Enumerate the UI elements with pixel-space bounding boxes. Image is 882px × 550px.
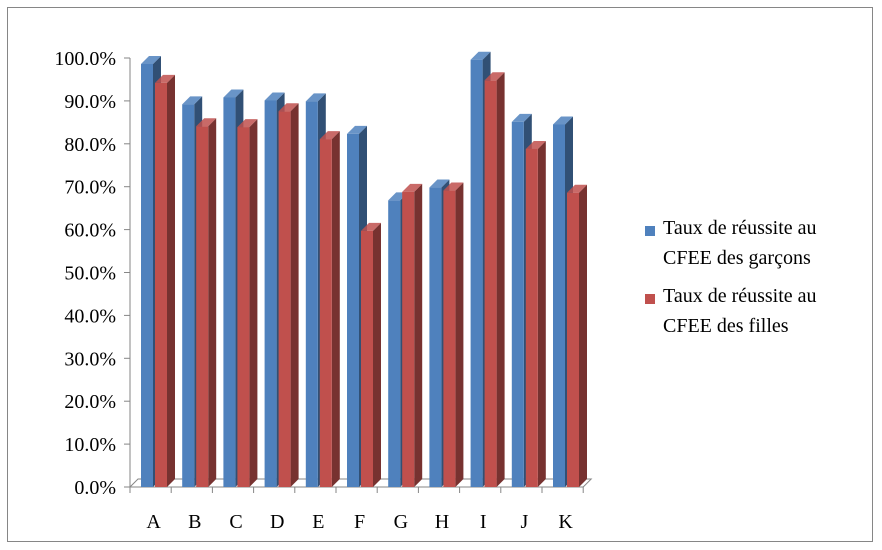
bar-front: [279, 111, 291, 487]
legend-label: Taux de réussite au: [663, 285, 817, 307]
x-tick-label: I: [480, 511, 487, 533]
bar-front: [443, 191, 455, 487]
bar-side: [249, 119, 257, 487]
bars: [141, 52, 587, 487]
legend-label: CFEE des garçons: [663, 247, 811, 269]
y-tick-label: 80.0%: [64, 134, 116, 156]
bar-front: [265, 100, 277, 487]
bar: [567, 185, 587, 487]
bar: [443, 183, 463, 487]
x-tick-label: J: [521, 511, 529, 533]
y-tick-label: 30.0%: [64, 348, 116, 370]
bar: [279, 103, 299, 487]
bar-side: [332, 131, 340, 487]
bar: [361, 223, 381, 487]
bar-front: [182, 104, 194, 487]
bar-side: [455, 183, 463, 487]
legend-swatch: [645, 226, 655, 236]
y-tick-label: 0.0%: [74, 477, 116, 499]
x-tick-label: B: [188, 511, 201, 533]
legend-item: Taux de réussite au CFEE des filles: [645, 285, 817, 337]
bar: [526, 141, 546, 487]
legend-swatch: [645, 294, 655, 304]
bar-side: [497, 72, 505, 487]
legend-item: Taux de réussite au CFEE des garçons: [645, 217, 817, 269]
x-tick-label: E: [312, 511, 324, 533]
bar: [155, 75, 175, 487]
bar-front: [567, 193, 579, 487]
x-tick-label: F: [354, 511, 365, 533]
bar-front: [237, 127, 249, 487]
bar-front: [141, 64, 153, 487]
bar-side: [579, 185, 587, 487]
y-tick-label: 70.0%: [64, 177, 116, 199]
bar-side: [538, 141, 546, 487]
y-tick-label: 50.0%: [64, 263, 116, 285]
bar-front: [429, 188, 441, 487]
bar-front: [388, 200, 400, 487]
bar: [320, 131, 340, 487]
x-tick-label: D: [270, 511, 284, 533]
bar-front: [553, 124, 565, 487]
y-tick-label: 20.0%: [64, 391, 116, 413]
x-tick-label: K: [558, 511, 573, 533]
bar-front: [471, 60, 483, 487]
y-tick-label: 100.0%: [54, 48, 116, 70]
bar-front: [512, 122, 524, 487]
bar-side: [291, 103, 299, 487]
y-tick-label: 40.0%: [64, 305, 116, 327]
y-tick-label: 60.0%: [64, 220, 116, 242]
bar: [485, 72, 505, 487]
bar-side: [414, 184, 422, 487]
bar-front: [155, 83, 167, 487]
bar: [237, 119, 257, 487]
bar-front: [196, 126, 208, 487]
bar-front: [361, 231, 373, 487]
bar-front: [526, 149, 538, 487]
bar-front: [485, 80, 497, 487]
x-tick-label: H: [435, 511, 449, 533]
legend-label: CFEE des filles: [663, 315, 789, 337]
x-tick-label: G: [394, 511, 408, 533]
bar-side: [167, 75, 175, 487]
bar-front: [223, 97, 235, 487]
legend-label: Taux de réussite au: [663, 217, 817, 239]
bar-front: [320, 139, 332, 487]
x-tick-label: A: [146, 511, 161, 533]
y-tick-label: 10.0%: [64, 434, 116, 456]
bar-front: [402, 192, 414, 487]
bar-front: [347, 134, 359, 487]
bar-side: [373, 223, 381, 487]
bar: [196, 118, 216, 487]
bar-front: [306, 101, 318, 487]
x-tick-label: C: [229, 511, 242, 533]
bar: [402, 184, 422, 487]
y-tick-label: 90.0%: [64, 91, 116, 113]
bar-side: [208, 118, 216, 487]
